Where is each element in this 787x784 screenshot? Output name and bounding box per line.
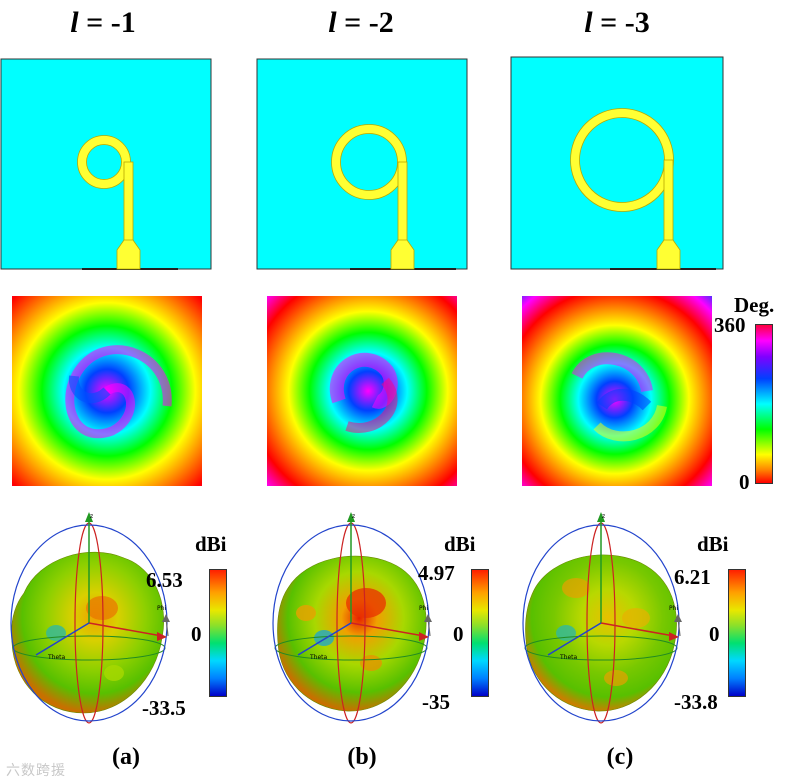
column-title-c: l = -3 <box>584 6 650 39</box>
axis-label-phi-c: Phi <box>669 605 678 612</box>
gain-min-a: -33.5 <box>142 696 186 720</box>
gain-max-a: 6.53 <box>146 568 183 592</box>
gain-colorbar-b <box>471 569 489 697</box>
phase-map-c <box>522 296 712 486</box>
axis-label-phi-a: Phi <box>157 605 166 612</box>
gain-colorbar-c <box>728 569 746 697</box>
antenna-layout-c <box>510 56 724 270</box>
phase-unit-label: Deg. <box>734 293 775 317</box>
subfigure-label-a: (a) <box>112 744 140 770</box>
radiation-pattern-b: z Phi Theta <box>272 512 432 724</box>
subfigure-label-c: (c) <box>606 744 634 770</box>
watermark: 六数跨援 <box>6 763 66 779</box>
gain-max-c: 6.21 <box>674 565 711 589</box>
radiation-pattern-a: z Phi Theta <box>10 512 170 724</box>
antenna-layout-b <box>256 58 468 270</box>
axis-label-theta-c: Theta <box>559 654 578 661</box>
phase-scale-min: 0 <box>739 470 750 494</box>
axis-label-theta-b: Theta <box>309 654 328 661</box>
gain-min-b: -35 <box>422 690 450 714</box>
axis-label-theta-a: Theta <box>47 654 66 661</box>
column-title-b: l = -2 <box>328 6 394 39</box>
gain-min-c: -33.8 <box>674 690 718 714</box>
gain-colorbar-a <box>209 569 227 697</box>
phase-map-a <box>12 296 202 486</box>
column-title-a: l = -1 <box>70 6 136 39</box>
axis-label-z-c: z <box>602 513 605 520</box>
axis-label-z-a: z <box>90 513 93 520</box>
subfigure-label-b: (b) <box>347 744 377 770</box>
gain-mid-a: 0 <box>191 622 202 646</box>
antenna-layout-a <box>0 58 212 270</box>
radiation-pattern-c: z Phi Theta <box>522 512 682 724</box>
axis-label-z-b: z <box>352 513 355 520</box>
gain-mid-b: 0 <box>453 622 464 646</box>
gain-max-b: 4.97 <box>418 561 455 585</box>
axis-label-phi-b: Phi <box>419 605 428 612</box>
phase-map-b <box>267 296 457 486</box>
phase-scale-max: 360 <box>714 313 746 337</box>
gain-mid-c: 0 <box>709 622 720 646</box>
gain-unit-label-b: dBi <box>444 532 476 556</box>
phase-colorbar <box>755 324 773 484</box>
gain-unit-label-c: dBi <box>697 532 729 556</box>
gain-unit-label-a: dBi <box>195 532 227 556</box>
